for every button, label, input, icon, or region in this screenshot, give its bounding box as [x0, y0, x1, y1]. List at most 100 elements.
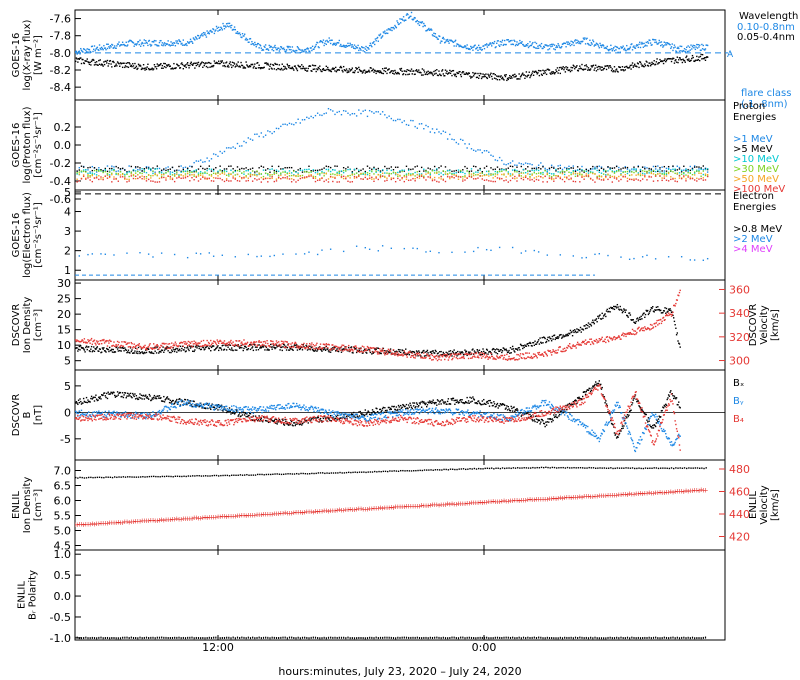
data-point — [98, 178, 100, 181]
data-point — [558, 66, 561, 69]
y2-axis-title-line: [km/s] — [770, 309, 781, 341]
data-point — [134, 43, 137, 45]
data-point — [623, 308, 625, 310]
data-point — [502, 44, 504, 47]
data-point — [419, 21, 421, 24]
data-point — [311, 342, 313, 344]
data-point — [396, 72, 398, 75]
data-point — [472, 348, 474, 350]
data-point — [145, 167, 148, 169]
data-point — [626, 48, 629, 51]
data-point — [199, 159, 202, 161]
data-point — [555, 337, 557, 339]
data-point — [283, 343, 285, 346]
data-point — [377, 347, 380, 349]
data-point — [297, 169, 299, 171]
data-point — [386, 177, 388, 179]
data-point — [127, 349, 130, 351]
data-point — [592, 40, 595, 43]
data-point — [133, 352, 135, 354]
data-point — [223, 150, 226, 153]
data-point — [279, 48, 281, 51]
data-point — [392, 171, 395, 173]
data-point — [575, 66, 577, 68]
data-point — [431, 34, 434, 36]
data-point — [450, 70, 452, 73]
data-point — [325, 179, 328, 181]
data-point — [366, 71, 368, 73]
data-point — [462, 46, 464, 49]
data-point — [251, 343, 253, 345]
data-point — [177, 349, 179, 352]
data-point — [102, 177, 104, 179]
data-point — [186, 344, 189, 347]
data-point — [358, 47, 361, 49]
data-point — [642, 312, 645, 315]
data-point — [563, 176, 566, 178]
data-point — [300, 346, 302, 349]
data-point — [350, 46, 353, 48]
data-point — [135, 352, 138, 354]
data-point — [418, 21, 420, 23]
data-point — [319, 169, 321, 171]
data-point — [257, 348, 260, 351]
data-point — [300, 67, 302, 70]
data-point — [509, 173, 512, 175]
data-point — [509, 39, 512, 42]
data-point — [675, 334, 678, 336]
data-point — [459, 171, 462, 173]
data-point — [667, 310, 669, 313]
data-point — [171, 342, 173, 344]
data-point — [119, 171, 122, 173]
data-point — [238, 65, 240, 68]
data-point — [599, 68, 601, 70]
data-point — [186, 62, 189, 64]
data-point — [168, 347, 170, 349]
data-point — [293, 342, 296, 345]
data-point — [160, 172, 163, 174]
data-point — [270, 340, 273, 342]
data-point — [519, 349, 521, 351]
data-point — [332, 169, 334, 171]
data-point — [181, 44, 184, 46]
data-point — [320, 70, 322, 73]
data-point — [111, 43, 113, 46]
data-point — [236, 169, 239, 172]
data-point — [405, 353, 408, 355]
data-point — [449, 177, 451, 180]
data-point — [602, 178, 605, 180]
data-point — [392, 119, 395, 122]
data-point — [529, 76, 531, 79]
data-point — [682, 49, 684, 52]
data-point — [227, 346, 229, 348]
data-point — [490, 352, 492, 354]
data-point — [491, 75, 493, 78]
data-point — [347, 175, 349, 178]
data-point — [548, 177, 551, 179]
data-point — [698, 168, 700, 170]
data-point — [700, 175, 702, 177]
data-point — [93, 64, 96, 66]
data-point — [87, 169, 89, 171]
data-point — [402, 19, 404, 21]
data-point — [626, 177, 629, 180]
data-point — [389, 72, 391, 74]
data-point — [106, 43, 108, 45]
data-point — [159, 350, 161, 353]
data-point — [258, 167, 260, 169]
data-point — [453, 73, 455, 75]
data-point — [518, 347, 520, 349]
data-point — [360, 169, 362, 172]
data-point — [548, 45, 550, 47]
data-point — [264, 349, 266, 351]
data-point — [628, 171, 631, 173]
data-point — [256, 175, 258, 177]
data-point — [676, 56, 679, 58]
data-point — [117, 173, 120, 176]
data-point — [605, 175, 607, 178]
data-point — [675, 327, 677, 329]
data-point — [663, 170, 666, 172]
data-point — [594, 166, 596, 168]
data-point — [491, 45, 493, 47]
data-point — [353, 71, 355, 74]
